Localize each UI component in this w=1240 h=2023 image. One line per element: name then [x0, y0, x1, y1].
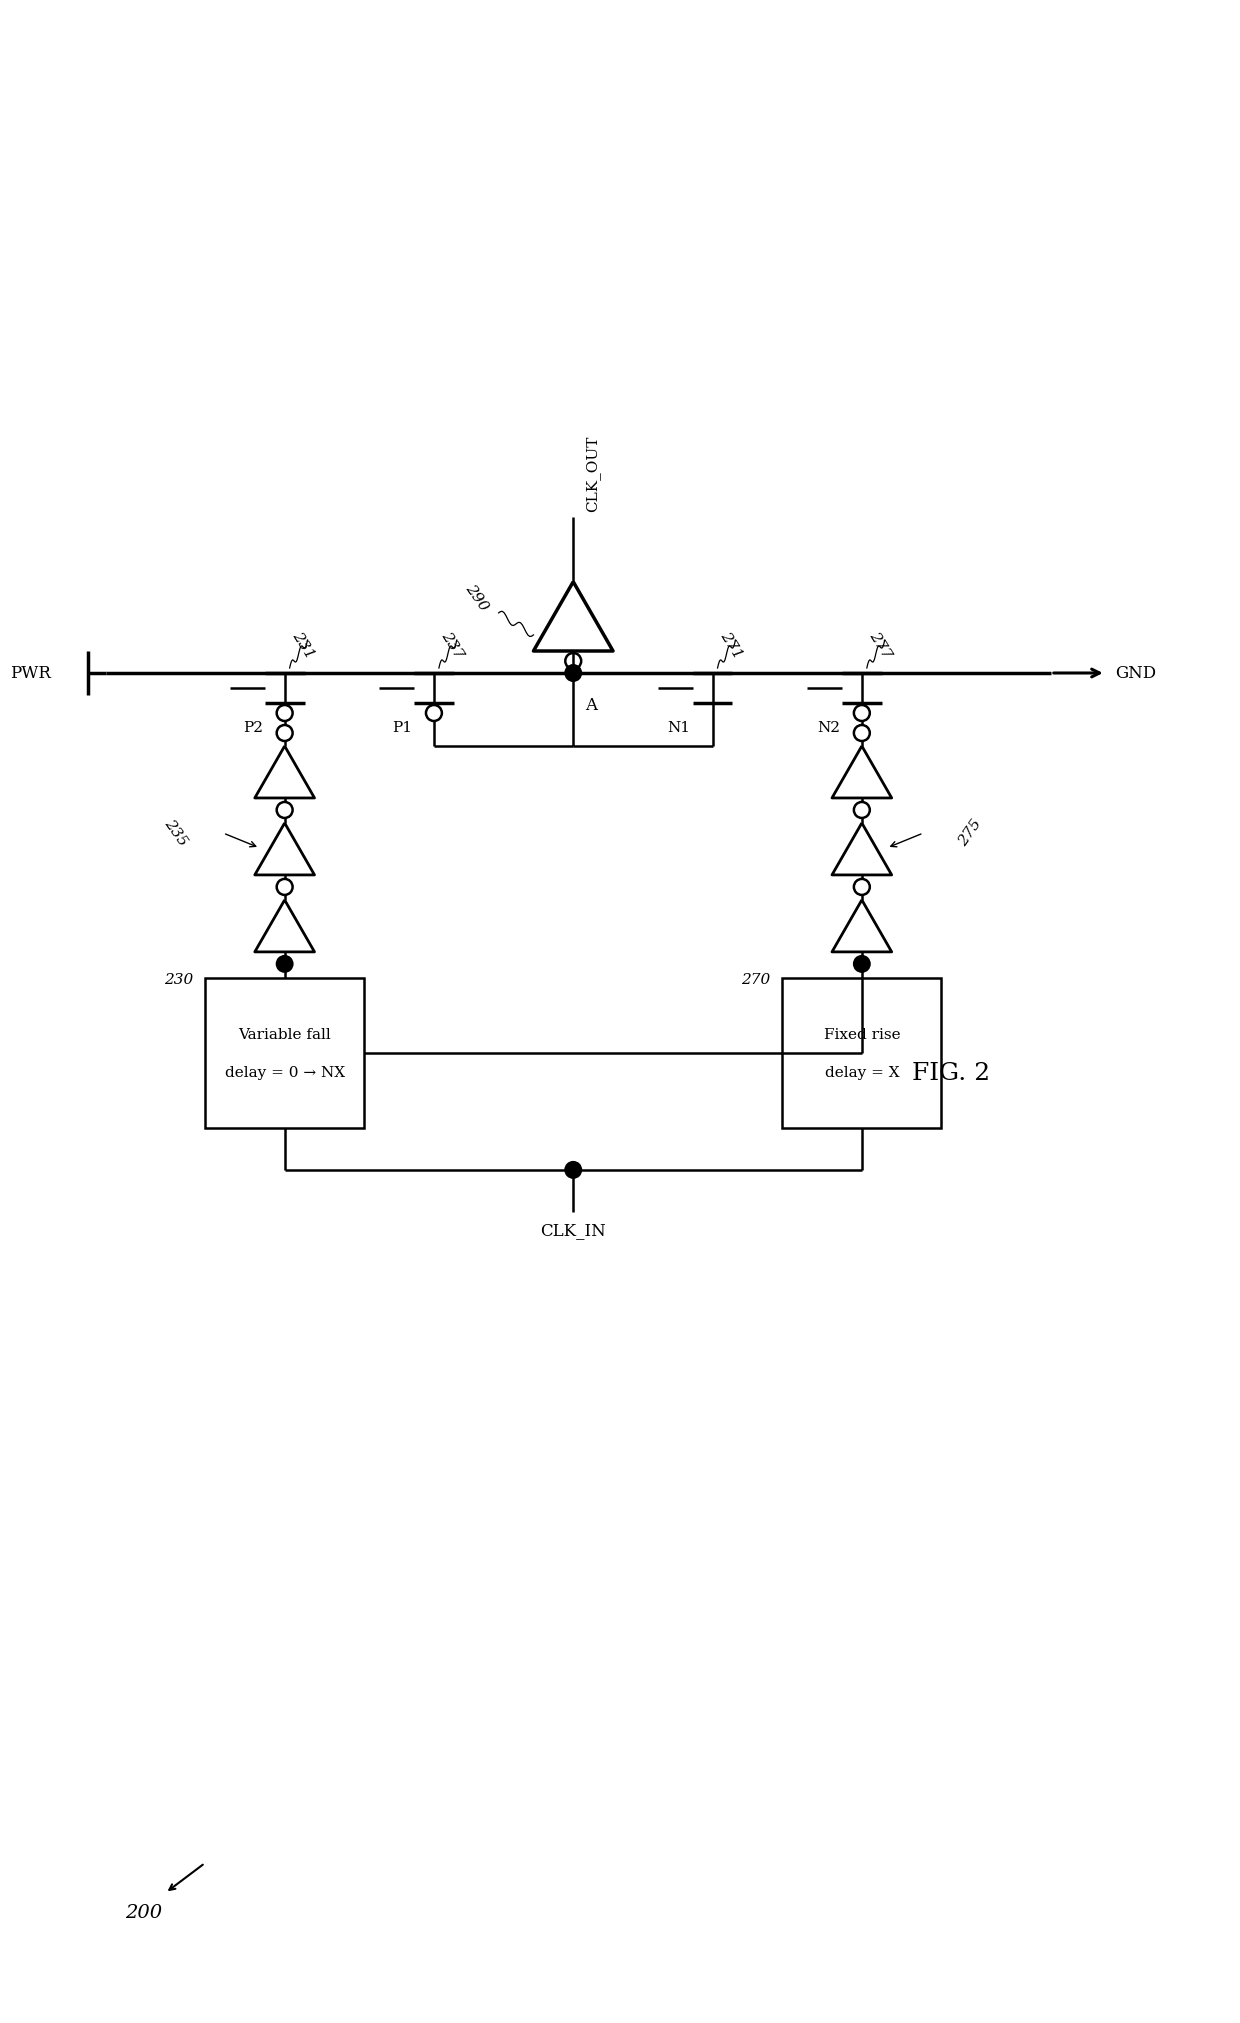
- Text: 200: 200: [125, 1904, 162, 1922]
- Text: 230: 230: [164, 973, 193, 987]
- Text: delay = 0 → NX: delay = 0 → NX: [224, 1066, 345, 1080]
- Text: P1: P1: [392, 720, 412, 734]
- Text: Fixed rise: Fixed rise: [823, 1028, 900, 1042]
- Text: FIG. 2: FIG. 2: [913, 1062, 991, 1084]
- Text: 270: 270: [742, 973, 770, 987]
- Text: Variable fall: Variable fall: [238, 1028, 331, 1042]
- Text: 277: 277: [867, 629, 894, 662]
- Text: CLK_OUT: CLK_OUT: [585, 435, 600, 512]
- Text: delay = X: delay = X: [825, 1066, 899, 1080]
- Text: PWR: PWR: [10, 664, 51, 682]
- Text: 275: 275: [956, 817, 985, 850]
- Text: 231: 231: [290, 629, 317, 662]
- Text: N1: N1: [667, 720, 691, 734]
- Text: CLK_IN: CLK_IN: [541, 1222, 606, 1238]
- Text: A: A: [585, 696, 598, 714]
- Text: N2: N2: [817, 720, 839, 734]
- Circle shape: [564, 664, 583, 682]
- Circle shape: [564, 1161, 583, 1179]
- Text: GND: GND: [1116, 664, 1157, 682]
- Text: 271: 271: [718, 629, 745, 662]
- Text: 237: 237: [439, 629, 466, 662]
- Circle shape: [275, 955, 294, 973]
- Text: 235: 235: [162, 817, 190, 850]
- FancyBboxPatch shape: [205, 977, 365, 1129]
- FancyBboxPatch shape: [782, 977, 941, 1129]
- Circle shape: [853, 955, 870, 973]
- Text: P2: P2: [243, 720, 263, 734]
- Text: 290: 290: [463, 583, 491, 613]
